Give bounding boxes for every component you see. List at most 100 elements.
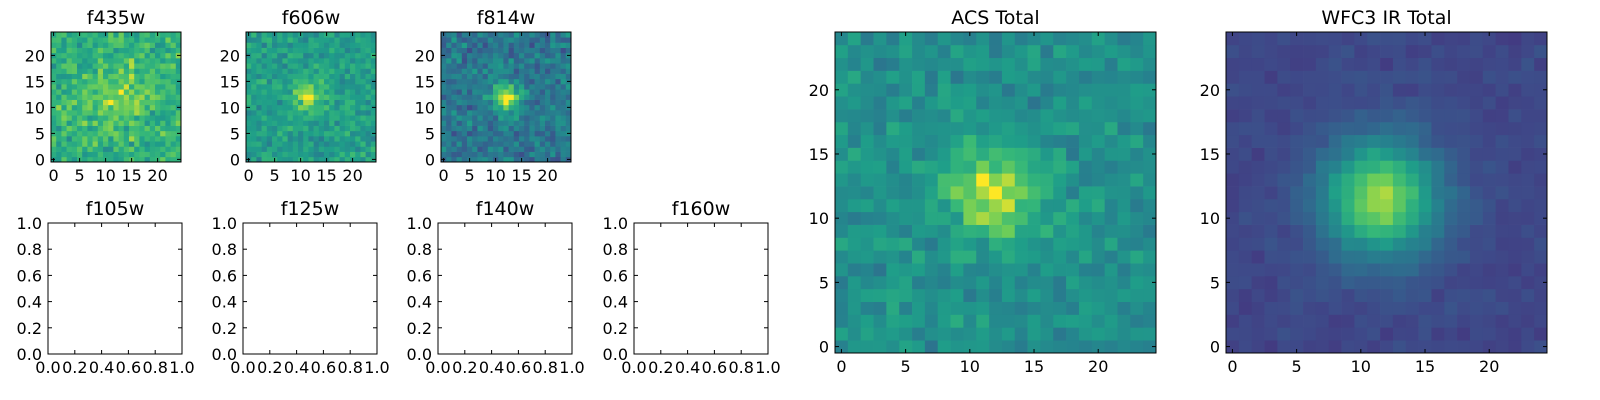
heatmap-cell [1104,44,1118,59]
heatmap-cell [350,73,356,80]
heatmap-cell [912,44,926,59]
heatmap-cell [256,151,262,158]
heatmap-cell [467,63,473,69]
heatmap-cell [503,146,509,152]
heatmap-cell [860,147,874,161]
heatmap-cell [467,42,473,48]
heatmap-cell [835,96,849,110]
heatmap-cell [103,37,109,43]
heatmap-cell [1315,275,1330,290]
heatmap-cell [324,110,330,116]
heatmap-cell [989,263,1003,277]
heatmap-cell [835,275,849,290]
heatmap-cell [560,63,567,69]
heatmap-cell [550,52,556,59]
heatmap-cell [873,96,887,110]
heatmap-cell [1534,109,1548,123]
heatmap-cell [1040,263,1054,277]
heatmap-cell [261,120,268,126]
heatmap-cell [334,115,340,121]
heatmap-cell [108,104,114,111]
heatmap-cell [113,68,119,74]
heatmap-cell [1392,263,1407,277]
heatmap-cell [1001,198,1016,213]
heatmap-cell [482,151,489,158]
heatmap-cell [937,134,951,148]
heatmap-cell [1495,186,1509,200]
heatmap-cell [97,52,104,59]
heatmap-cell [963,224,977,238]
heatmap-cell [287,58,294,64]
heatmap-cell [1117,32,1131,46]
x-tick-label: 0 [244,166,254,185]
heatmap-cell [246,115,252,121]
heatmap-cell [365,89,372,95]
heatmap-cell [287,94,294,100]
heatmap-cell [261,130,268,137]
heatmap-cell [139,99,145,106]
heatmap-cell [1457,83,1471,97]
heatmap-cell [97,42,104,48]
heatmap-cell [1053,134,1067,148]
heatmap-cell [1482,121,1496,136]
heatmap-cell [886,83,900,97]
heatmap-cell [873,263,887,277]
heatmap-cell [318,52,325,59]
heatmap-cell [246,58,252,64]
heatmap-cell [529,110,535,116]
heatmap-cell [71,84,78,90]
heatmap-cell [451,68,457,74]
panel-title: ACS Total [951,7,1039,29]
heatmap-cell [282,110,288,116]
heatmap-cell [170,68,177,74]
heatmap-cell [899,224,913,238]
heatmap-cell [134,115,140,121]
heatmap-cell [324,141,330,147]
heatmap-cell [899,70,913,84]
heatmap-cell [277,156,283,163]
heatmap-cell [1091,173,1105,187]
heatmap-cell [1521,237,1535,251]
heatmap-cell [1392,57,1407,71]
heatmap-cell [139,94,145,100]
heatmap-cell [324,42,330,48]
heatmap-cell [950,250,964,264]
heatmap-cell [144,99,151,106]
y-tick-label: 1.0 [407,214,432,233]
heatmap-cell [61,84,67,90]
heatmap-cell [256,42,262,48]
heatmap-cell [165,78,171,85]
heatmap-cell [1027,83,1041,97]
heatmap-cell [123,58,130,64]
heatmap-cell [365,120,372,126]
heatmap-cell [123,52,130,59]
heatmap-cell [1521,198,1535,213]
heatmap-cell [334,125,340,132]
heatmap-cell [860,109,874,123]
heatmap-cell [534,99,541,106]
heatmap-cell [56,146,62,152]
heatmap-cell [149,73,156,80]
heatmap-cell [118,104,125,111]
heatmap-cell [149,156,156,163]
heatmap-cell [467,89,473,95]
heatmap-cell [82,94,88,100]
heatmap-cell [1078,186,1093,200]
heatmap-cell [170,58,177,64]
heatmap-cell [472,63,478,69]
heatmap-cell [1444,263,1458,277]
heatmap-cell [1469,96,1484,110]
heatmap-cell [1251,263,1265,277]
heatmap-cell [976,198,990,213]
heatmap-cell [1091,237,1105,251]
heatmap-cell [87,78,93,85]
heatmap-cell [272,84,278,90]
heatmap-cell [266,42,273,48]
heatmap-cell [477,115,483,121]
heatmap-cell [1328,160,1342,174]
heatmap-cell [847,327,862,341]
heatmap-cell [308,58,314,64]
heatmap-cell [456,37,463,43]
heatmap-cell [303,141,309,147]
heatmap-cell [1405,301,1419,315]
